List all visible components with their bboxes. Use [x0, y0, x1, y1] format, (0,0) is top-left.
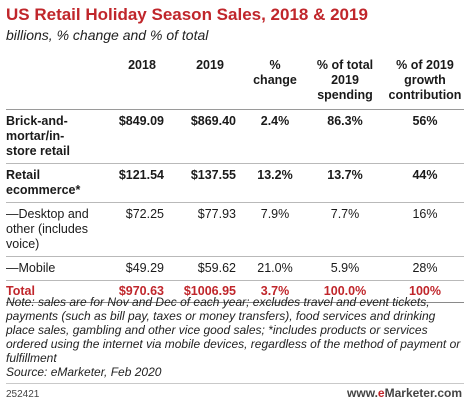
- row-label: Retail ecommerce*: [6, 163, 110, 203]
- column-header-line: % of 2019: [396, 58, 454, 72]
- column-header-1: 2018: [110, 54, 174, 110]
- column-header-0: [6, 54, 110, 110]
- column-header-5: % of 2019 growth contribution: [386, 54, 464, 110]
- cell-value: 13.2%: [246, 163, 304, 203]
- cell-value: 16%: [386, 202, 464, 257]
- cell-value: 5.9%: [304, 256, 386, 281]
- table-row: —Mobile $49.29 $59.62 21.0% 5.9% 28%: [6, 256, 464, 281]
- column-header-line: 2019: [331, 73, 359, 87]
- footer-divider: [6, 383, 464, 384]
- column-header-line: 2019: [196, 58, 224, 72]
- row-label: Brick-and-mortar/in-store retail: [6, 109, 110, 164]
- column-header-line: %: [269, 58, 281, 72]
- table-row: Retail ecommerce* $121.54 $137.55 13.2% 13.7%…: [6, 163, 464, 203]
- row-label-line: —Mobile: [6, 261, 56, 275]
- row-label-line: ecommerce*: [6, 183, 81, 197]
- note-text: Note: sales are for Nov and Dec of each …: [6, 295, 461, 365]
- cell-value: $77.93: [174, 202, 246, 257]
- table-header: 2018 2019% change% of total 2019 spending% o…: [6, 54, 464, 110]
- chart-subtitle: billions, % change and % of total: [6, 27, 209, 43]
- row-label-line: Total: [6, 284, 35, 298]
- row-label: —Desktop and other (includes voice): [6, 202, 110, 257]
- table-row: —Desktop and other (includes voice) $72.25 $…: [6, 202, 464, 257]
- row-label-line: other (includes: [6, 222, 88, 236]
- brand-name: Marketer: [384, 386, 434, 400]
- brand-suffix: .com: [433, 386, 462, 400]
- cell-value: $970.63: [110, 280, 174, 303]
- column-header-line: % of total: [316, 58, 374, 72]
- header-row: 2018 2019% change% of total 2019 spending% o…: [6, 54, 464, 110]
- cell-value: $49.29: [110, 256, 174, 281]
- row-label-line: —Desktop and: [6, 207, 89, 221]
- cell-value: $1006.95: [174, 280, 246, 303]
- row-label-line: store retail: [6, 144, 70, 158]
- row-label-line: Retail: [6, 168, 41, 182]
- table-row: Brick-and-mortar/in-store retail $849.09 $…: [6, 109, 464, 164]
- cell-value: $137.55: [174, 163, 246, 203]
- row-label-line: mortar/in-: [6, 129, 65, 143]
- column-header-line: growth: [404, 73, 446, 87]
- note-block: Note: sales are for Nov and Dec of each …: [6, 295, 464, 379]
- cell-value: $849.09: [110, 109, 174, 164]
- cell-value: 7.7%: [304, 202, 386, 257]
- column-header-line: change: [253, 73, 297, 87]
- cell-value: 100%: [386, 280, 464, 303]
- cell-value: 21.0%: [246, 256, 304, 281]
- emarketer-logo[interactable]: www.eMarketer.com: [347, 386, 462, 400]
- sales-table: 2018 2019% change% of total 2019 spending% o…: [6, 54, 464, 303]
- column-header-line: 2018: [128, 58, 156, 72]
- table-row: Total $970.63 $1006.95 3.7% 100.0% 100%: [6, 280, 464, 303]
- cell-value: 2.4%: [246, 109, 304, 164]
- cell-value: $72.25: [110, 202, 174, 257]
- column-header-2: 2019: [174, 54, 246, 110]
- row-label-line: Brick-and-: [6, 114, 68, 128]
- cell-value: 56%: [386, 109, 464, 164]
- cell-value: 28%: [386, 256, 464, 281]
- chart-title: US Retail Holiday Season Sales, 2018 & 2…: [6, 5, 368, 24]
- cell-value: 13.7%: [304, 163, 386, 203]
- column-header-line: contribution: [388, 88, 462, 102]
- brand-e: e: [377, 386, 385, 400]
- chart-id: 252421: [6, 389, 40, 400]
- cell-value: $869.40: [174, 109, 246, 164]
- source-text: Source: eMarketer, Feb 2020: [6, 365, 162, 379]
- column-header-3: % change: [246, 54, 304, 110]
- column-header-4: % of total 2019 spending: [304, 54, 386, 110]
- cell-value: 86.3%: [304, 109, 386, 164]
- column-header-line: spending: [317, 88, 373, 102]
- row-label-line: voice): [6, 237, 40, 251]
- cell-value: 3.7%: [246, 280, 304, 303]
- table-body: Brick-and-mortar/in-store retail $849.09 $…: [6, 109, 464, 303]
- cell-value: 44%: [386, 163, 464, 203]
- cell-value: 100.0%: [304, 280, 386, 303]
- cell-value: $121.54: [110, 163, 174, 203]
- row-label: —Mobile: [6, 256, 110, 281]
- brand-prefix: www.: [347, 386, 378, 400]
- row-label: Total: [6, 280, 110, 303]
- cell-value: 7.9%: [246, 202, 304, 257]
- cell-value: $59.62: [174, 256, 246, 281]
